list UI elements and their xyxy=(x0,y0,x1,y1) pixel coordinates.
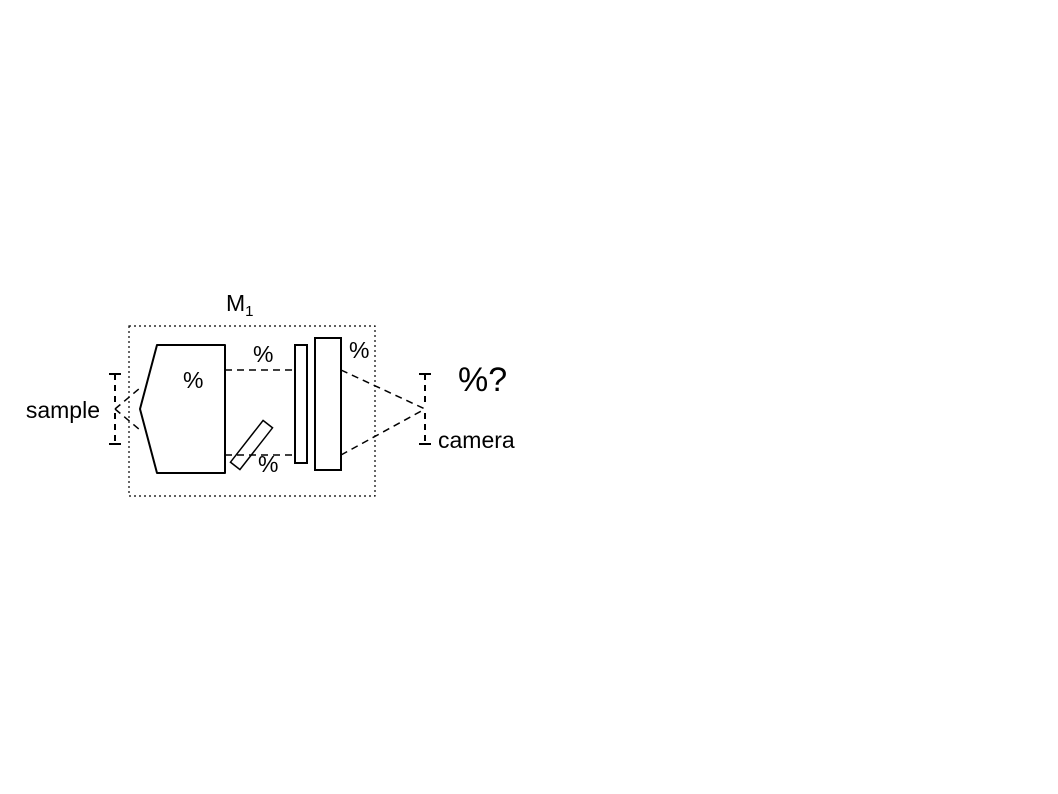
optical-ray xyxy=(115,409,140,430)
optical-ray xyxy=(115,388,140,409)
optical-slit-2 xyxy=(315,338,341,470)
question-label: %? xyxy=(458,361,507,399)
percent-label: % xyxy=(258,451,278,477)
percent-label: % xyxy=(183,367,203,393)
optical-ray xyxy=(341,409,425,455)
camera-label: camera xyxy=(438,427,515,453)
sample-label: sample xyxy=(26,397,100,423)
percent-label: % xyxy=(253,341,273,367)
optical-slit-1 xyxy=(295,345,307,463)
optical-ray xyxy=(341,370,425,409)
component-body xyxy=(140,345,225,473)
module-title-label: M1 xyxy=(226,290,254,320)
percent-label: % xyxy=(349,337,369,363)
